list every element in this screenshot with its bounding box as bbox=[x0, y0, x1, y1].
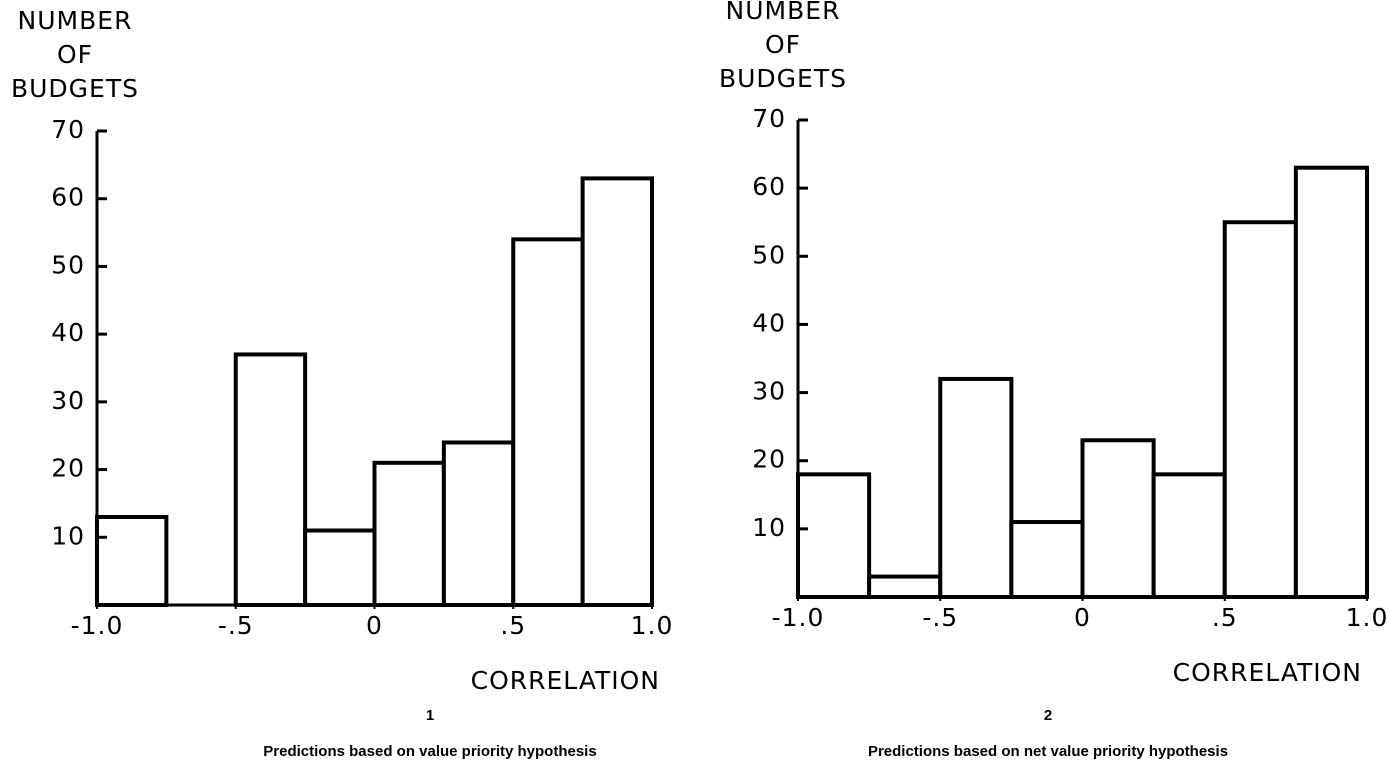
y-tick-label: 30 bbox=[51, 386, 85, 415]
x-tick-label: 1.0 bbox=[631, 611, 674, 640]
y-tick-label: 10 bbox=[752, 513, 786, 542]
bar bbox=[796, 472, 872, 600]
x-tick-label: .5 bbox=[500, 611, 526, 640]
bar bbox=[1080, 438, 1156, 599]
x-tick-label: -.5 bbox=[922, 603, 958, 632]
y-tick-label: 70 bbox=[752, 104, 786, 133]
x-tick-label: -1.0 bbox=[71, 611, 124, 640]
y-tick-label: 30 bbox=[752, 377, 786, 406]
bar bbox=[233, 352, 308, 608]
y-tick-label: 50 bbox=[752, 240, 786, 269]
x-axis-label: CORRELATION bbox=[471, 666, 660, 695]
bar bbox=[441, 440, 516, 607]
bar bbox=[1151, 472, 1227, 600]
caption: Predictions based on value priority hypo… bbox=[263, 743, 596, 760]
bar bbox=[1293, 165, 1369, 599]
y-axis-label: BUDGETS bbox=[11, 74, 139, 103]
bar bbox=[580, 176, 654, 607]
y-tick-label: 70 bbox=[51, 115, 85, 144]
figure-number: 1 bbox=[426, 707, 434, 724]
bar bbox=[95, 514, 169, 608]
bar bbox=[1009, 520, 1085, 599]
caption: Predictions based on net value priority … bbox=[868, 743, 1228, 760]
y-tick-label: 60 bbox=[51, 183, 85, 212]
bar bbox=[372, 460, 446, 607]
bar bbox=[1222, 220, 1298, 599]
x-tick-label: 0 bbox=[1074, 603, 1091, 632]
bar bbox=[511, 237, 585, 607]
y-axis-label: OF bbox=[57, 40, 93, 69]
x-tick-label: -.5 bbox=[218, 611, 254, 640]
y-axis-label: BUDGETS bbox=[719, 64, 847, 93]
x-tick-label: .5 bbox=[1212, 603, 1238, 632]
y-tick-label: 10 bbox=[51, 521, 85, 550]
y-axis-label: NUMBER bbox=[18, 6, 133, 35]
bar bbox=[867, 574, 943, 599]
y-axis-label: NUMBER bbox=[726, 0, 841, 25]
x-tick-label: 1.0 bbox=[1346, 603, 1389, 632]
y-tick-label: 40 bbox=[752, 308, 786, 337]
y-tick-label: 20 bbox=[752, 445, 786, 474]
y-axis-label: OF bbox=[765, 30, 801, 59]
x-tick-label: 0 bbox=[366, 611, 383, 640]
bar bbox=[303, 528, 377, 607]
y-tick-label: 50 bbox=[51, 250, 85, 279]
y-tick-label: 40 bbox=[51, 318, 85, 347]
x-tick-label: -1.0 bbox=[772, 603, 825, 632]
x-axis-label: CORRELATION bbox=[1173, 658, 1362, 687]
y-tick-label: 20 bbox=[51, 454, 85, 483]
figure-number: 2 bbox=[1044, 707, 1052, 724]
y-tick-label: 60 bbox=[752, 172, 786, 201]
bar bbox=[938, 376, 1014, 600]
